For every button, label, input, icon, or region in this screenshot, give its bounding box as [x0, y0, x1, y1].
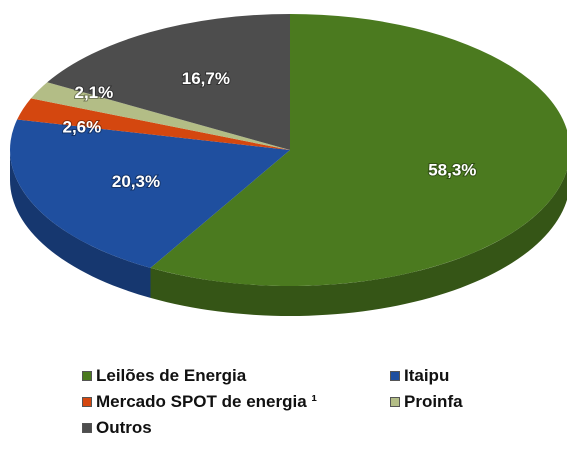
legend-label: Mercado SPOT de energia ¹ [96, 392, 318, 411]
pie-slice [47, 14, 291, 150]
legend-item: Itaipu [390, 366, 550, 386]
pie-slice [30, 82, 290, 150]
pie-slice [9, 119, 290, 268]
legend-label: Outros [96, 418, 152, 437]
legend-item: Mercado SPOT de energia ¹ [82, 392, 390, 412]
data-label: 2,6% [62, 117, 101, 136]
chart: 58,3% 20,3% 2,6% 2,1% 16,7% [9, 14, 567, 316]
legend-label: Proinfa [404, 392, 463, 411]
data-label: 2,1% [74, 83, 113, 102]
legend-swatch [82, 423, 92, 433]
legend-swatch [390, 371, 400, 381]
pie-side [150, 169, 567, 316]
legend: Leilões de Energia Itaipu Mercado SPOT de … [82, 366, 552, 438]
data-label: 20,3% [112, 172, 160, 191]
legend-label: Leilões de Energia [96, 366, 247, 385]
legend-swatch [82, 397, 92, 407]
legend-item: Outros [82, 418, 390, 438]
pie-slice [17, 98, 290, 150]
pie-side [10, 150, 151, 298]
legend-swatch [82, 371, 92, 381]
legend-label: Itaipu [404, 366, 450, 385]
legend-item: Proinfa [390, 392, 550, 412]
data-label: 16,7% [182, 69, 230, 88]
pie-slice [150, 14, 567, 286]
legend-swatch [390, 397, 400, 407]
legend-item: Leilões de Energia [82, 366, 390, 386]
data-label: 58,3% [428, 161, 476, 180]
